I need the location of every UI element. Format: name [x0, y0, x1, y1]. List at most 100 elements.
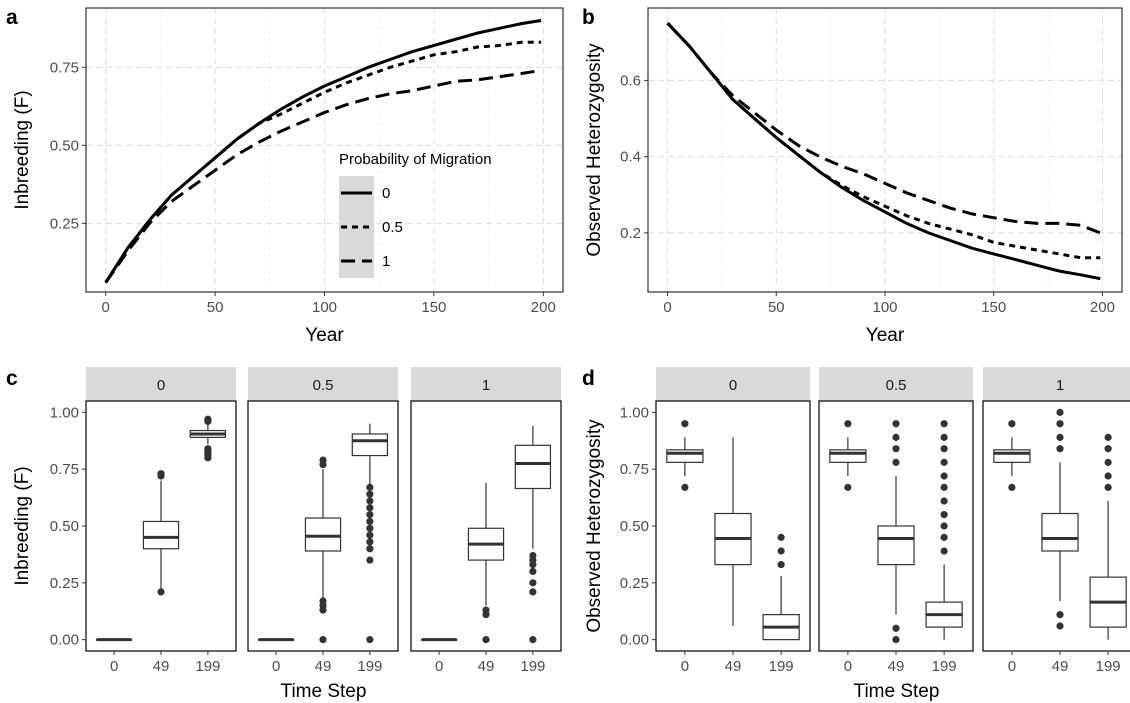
outlier-point: [366, 504, 374, 512]
outlier-point: [1104, 445, 1112, 453]
series-line-1: [666, 22, 1101, 235]
series-line-1: [104, 68, 542, 284]
outlier-point: [1104, 483, 1112, 491]
y-axis-title: Inbreeding (F): [12, 90, 33, 209]
facet-strip-label: 0: [729, 377, 737, 394]
box-199: [1089, 433, 1127, 640]
legend: Probability of Migration 0 0.5 1: [339, 151, 492, 278]
facet-strip-label: 1: [482, 377, 490, 394]
box-0: [95, 638, 133, 642]
box-body: [666, 449, 704, 463]
x-tick-label: 200: [531, 299, 556, 316]
box-199: [925, 420, 963, 640]
outlier-point: [529, 579, 537, 587]
x-axis-title: Year: [866, 325, 905, 346]
outlier-point: [940, 522, 948, 530]
outlier-point: [940, 547, 948, 555]
box-199: [351, 423, 389, 644]
outlier-point: [940, 497, 948, 505]
x-axis-title: Time Step: [281, 681, 367, 702]
outlier-point: [681, 420, 689, 428]
box-body: [877, 525, 915, 566]
y-tick-label: 0.00: [620, 632, 649, 649]
outlier-point: [157, 470, 165, 478]
x-tick-label: 0: [102, 299, 110, 316]
x-tick-label: 50: [207, 299, 224, 316]
outlier-point: [204, 415, 212, 423]
y-tick-label: 0.2: [620, 225, 641, 242]
x-tick-label: 0: [1008, 658, 1016, 675]
panel-letter: a: [6, 6, 18, 29]
legend-title: Probability of Migration: [339, 151, 492, 168]
x-tick-label: 200: [1090, 299, 1115, 316]
x-tick-label: 0: [681, 658, 689, 675]
outlier-point: [366, 538, 374, 546]
outlier-point: [777, 533, 785, 541]
y-axis-title: Observed Heterozygosity: [584, 43, 605, 257]
series-line-0.5: [666, 22, 1101, 260]
x-tick-label: 49: [315, 658, 332, 675]
x-tick-label: 199: [769, 658, 794, 675]
outlier-point: [319, 456, 327, 464]
outlier-point: [366, 497, 374, 505]
x-tick-label: 100: [872, 299, 897, 316]
panel-letter: b: [582, 6, 595, 29]
outlier-point: [366, 545, 374, 553]
outlier-point: [529, 567, 537, 576]
x-axis-title: Year: [305, 325, 344, 346]
x-tick-label: 199: [195, 658, 220, 675]
x-tick-label: 150: [981, 299, 1006, 316]
x-tick-label: 49: [478, 658, 495, 675]
box-199: [514, 426, 552, 644]
x-tick-label: 0: [435, 658, 443, 675]
box-0: [666, 420, 704, 491]
box-49: [714, 437, 752, 626]
facet-strip: [819, 367, 973, 401]
gridlines: [648, 8, 1122, 292]
facet-strip: [983, 367, 1130, 401]
outlier-point: [1104, 458, 1112, 466]
outlier-point: [892, 458, 900, 466]
box-49: [1041, 408, 1079, 630]
facet-1: 1 0 49 199: [410, 367, 562, 675]
y-tick-label: 0.6: [620, 72, 641, 89]
facet-0: 0 0 49 199: [655, 367, 811, 675]
outlier-point: [892, 420, 900, 428]
outlier-point: [1056, 611, 1064, 619]
outlier-point: [940, 458, 948, 466]
x-tick-label: 49: [153, 658, 170, 675]
x-tick-label: 0: [663, 299, 671, 316]
outlier-point: [940, 420, 948, 428]
facet-1: 1 0 49 199: [982, 367, 1130, 675]
box-199: [189, 415, 227, 462]
y-axis-title: Inbreeding (F): [12, 466, 33, 585]
outlier-point: [1104, 472, 1112, 480]
legend-label: 0: [382, 185, 390, 202]
outlier-point: [204, 445, 212, 453]
facet-strip-label: 0: [157, 377, 165, 394]
outlier-point: [1008, 420, 1016, 428]
outlier-point: [366, 636, 374, 644]
box-body: [304, 517, 342, 552]
box-body: [1041, 512, 1079, 552]
outlier-point: [366, 511, 374, 519]
panel-b: 0 50 100 150 200 0.2 0.4 0.6 Year Observed Hetero…: [582, 6, 1123, 346]
facet-strip-label: 0.5: [313, 377, 334, 394]
x-tick-label: 49: [725, 658, 742, 675]
facet-strip: [86, 367, 236, 401]
outlier-point: [1056, 433, 1064, 441]
y-tick-label: 0.75: [50, 461, 79, 478]
outlier-point: [1056, 420, 1064, 428]
outlier-point: [940, 533, 948, 541]
outlier-point: [892, 636, 900, 644]
y-tick-label: 0.75: [50, 59, 79, 76]
outlier-point: [1056, 445, 1064, 453]
x-tick-label: 199: [357, 658, 382, 675]
outlier-point: [319, 636, 327, 644]
box-0: [257, 638, 295, 642]
y-tick-label: 0.25: [50, 215, 79, 232]
outlier-point: [940, 445, 948, 453]
